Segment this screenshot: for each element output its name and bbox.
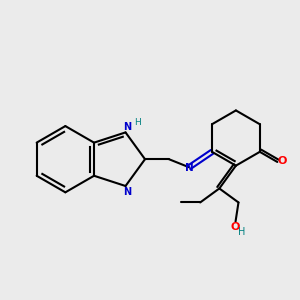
Text: N: N	[123, 187, 131, 197]
Text: O: O	[231, 222, 240, 232]
Text: O: O	[278, 156, 287, 166]
Text: H: H	[238, 227, 245, 237]
Text: N: N	[123, 122, 131, 132]
Text: H: H	[134, 118, 141, 127]
Text: N: N	[185, 163, 194, 173]
